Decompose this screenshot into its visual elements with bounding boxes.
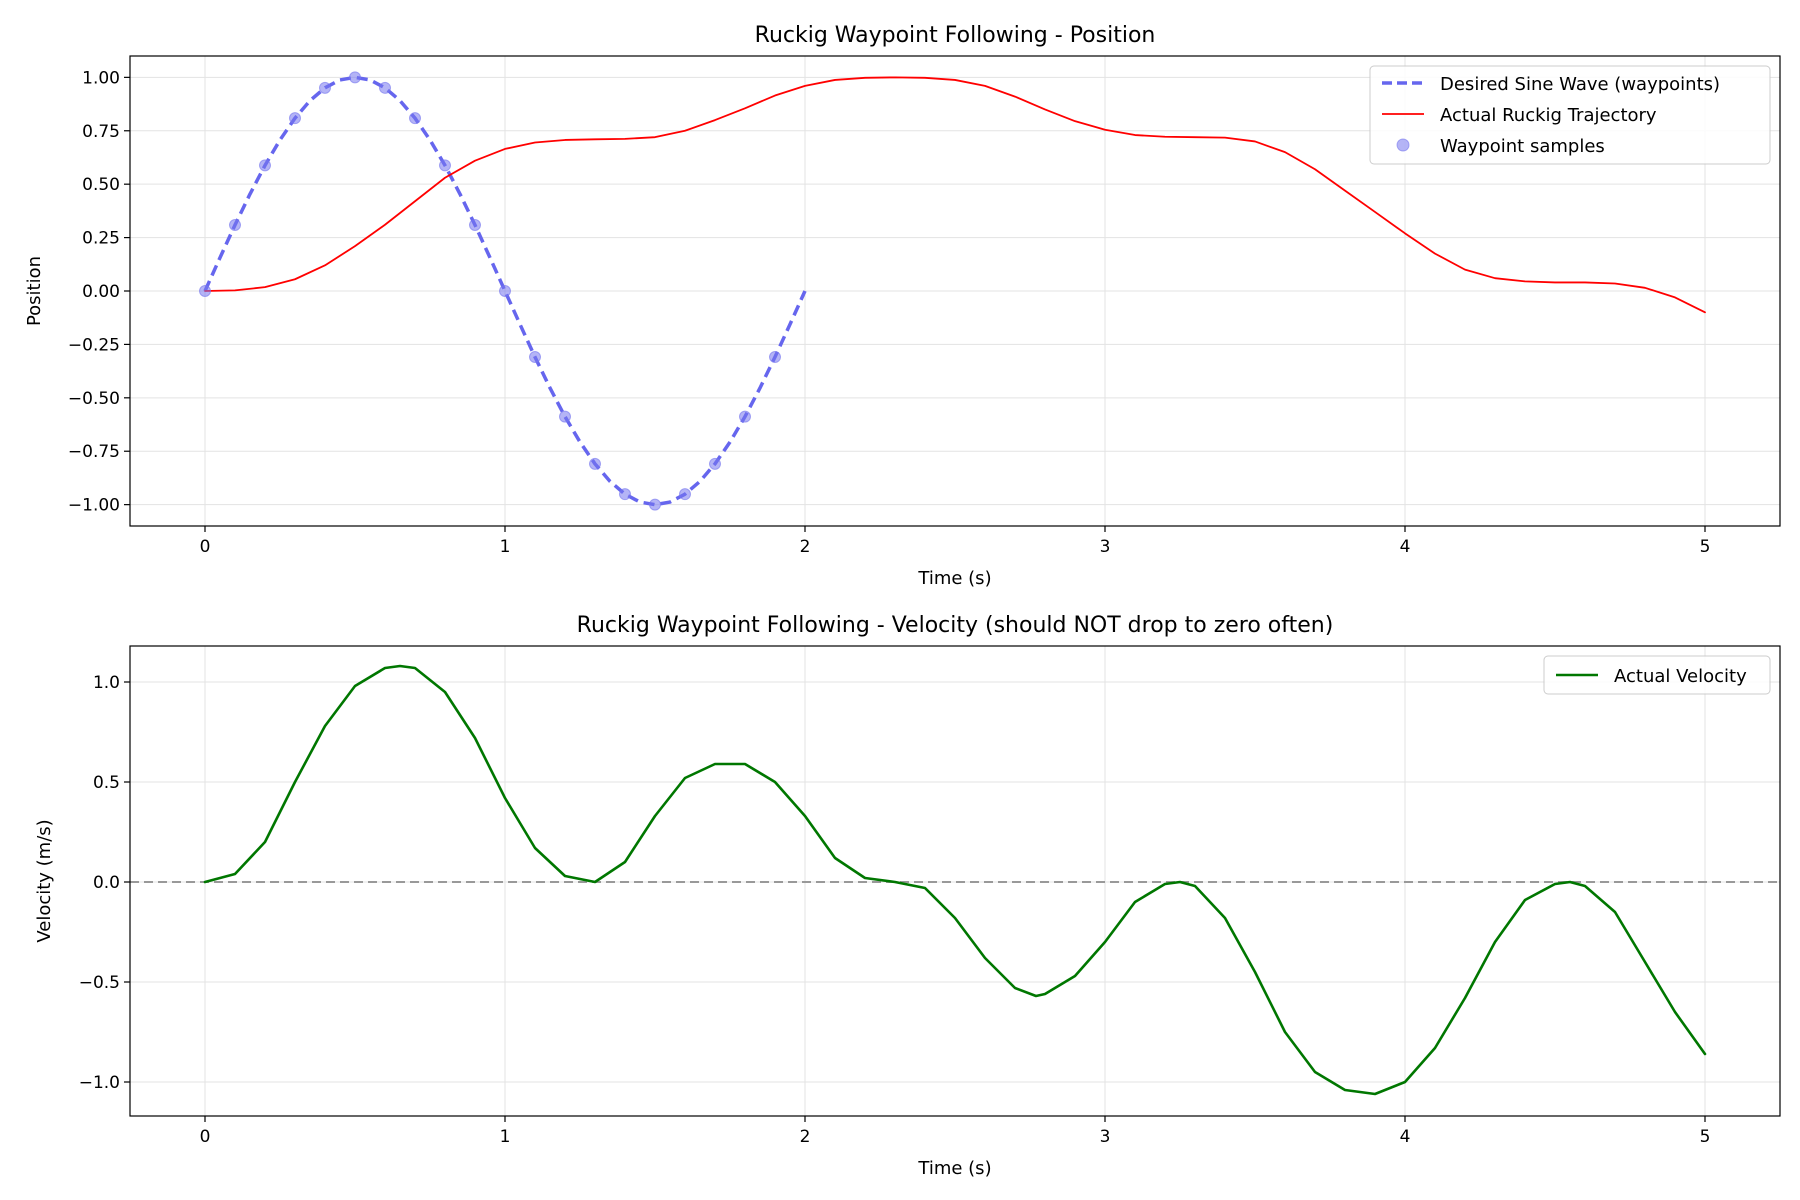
waypoint-samples-point [649, 498, 661, 511]
waypoint-samples-point [739, 410, 751, 423]
position-legend-box [1369, 65, 1771, 165]
position-y-tick-label: 0.75 [82, 122, 120, 142]
waypoint-samples-point [769, 351, 781, 364]
velocity-y-tick-label: 1.0 [93, 673, 120, 693]
velocity-y-tick-label: −0.5 [79, 973, 120, 993]
position-grid [130, 56, 1780, 526]
position-x-ticks: 0 1 2 3 4 5 [200, 526, 1711, 557]
velocity-y-tick-label: 0.5 [93, 773, 120, 793]
velocity-x-tick-label: 0 [200, 1127, 211, 1147]
waypoint-samples-point [499, 285, 511, 297]
waypoint-samples-point [349, 71, 361, 84]
waypoint-samples-point [259, 159, 271, 172]
velocity-legend: Actual Velocity [1543, 655, 1771, 695]
velocity-y-tick-label: 0.0 [93, 873, 120, 893]
waypoint-samples-point [319, 81, 331, 94]
velocity-x-axis-label: Time (s) [917, 1158, 991, 1179]
waypoint-samples-point [439, 159, 451, 172]
velocity-axes-frame [129, 645, 1781, 1117]
position-x-tick-label: 0 [200, 537, 211, 557]
velocity-x-tick-label: 5 [1700, 1127, 1711, 1147]
position-x-tick-label: 1 [500, 537, 511, 557]
waypoint-samples-point [559, 410, 571, 423]
velocity-plot-area [130, 664, 1780, 1096]
position-x-tick-label: 3 [1100, 537, 1111, 557]
waypoint-samples-point [199, 285, 211, 297]
position-x-tick-label: 2 [800, 537, 811, 557]
desired-sine-wave-waypoints-line [203, 75, 807, 507]
velocity-panel: Ruckig Waypoint Following - Velocity (sh… [34, 613, 1781, 1179]
legend-actual-velocity-label: Actual Velocity [1614, 666, 1747, 687]
velocity-y-ticks: −1.0 −0.5 0.0 0.5 1.0 [79, 673, 130, 1093]
position-y-tick-label: −1.00 [68, 496, 120, 516]
waypoint-samples-point [529, 351, 541, 364]
position-legend: Desired Sine Wave (waypoints) Actual Ruc… [1369, 65, 1771, 165]
legend-waypoint-samples-swatch [1396, 138, 1410, 152]
velocity-legend-box [1543, 655, 1771, 695]
velocity-x-tick-label: 4 [1400, 1127, 1411, 1147]
position-y-tick-label: −0.75 [68, 442, 120, 462]
position-y-tick-label: 0.00 [82, 282, 120, 302]
actual-velocity-line [203, 664, 1707, 1096]
velocity-chart-title: Ruckig Waypoint Following - Velocity (sh… [577, 613, 1334, 638]
waypoint-samples-point [229, 218, 241, 231]
velocity-y-tick-label: −1.0 [79, 1073, 120, 1093]
position-x-tick-label: 4 [1400, 537, 1411, 557]
position-y-axis-label: Position [24, 256, 45, 326]
velocity-x-tick-label: 3 [1100, 1127, 1111, 1147]
position-x-axis-label: Time (s) [917, 568, 991, 589]
waypoint-samples-point [619, 488, 631, 501]
position-y-tick-label: 0.25 [82, 229, 120, 249]
position-y-tick-label: 1.00 [82, 68, 120, 88]
actual-ruckig-trajectory-line [204, 76, 1706, 314]
waypoint-samples-point [469, 218, 481, 231]
position-x-tick-label: 5 [1700, 537, 1711, 557]
position-y-tick-label: −0.25 [68, 335, 120, 355]
waypoint-samples-point [379, 81, 391, 94]
waypoint-samples-point [589, 457, 601, 470]
waypoint-samples-point [709, 457, 721, 470]
legend-waypoint-samples-label: Waypoint samples [1440, 136, 1605, 157]
position-y-tick-label: 0.50 [82, 175, 120, 195]
velocity-x-ticks: 0 1 2 3 4 5 [200, 1116, 1711, 1147]
position-chart-title: Ruckig Waypoint Following - Position [755, 23, 1156, 48]
position-y-tick-label: −0.50 [68, 389, 120, 409]
legend-actual-trajectory-label: Actual Ruckig Trajectory [1440, 105, 1657, 126]
velocity-x-tick-label: 1 [500, 1127, 511, 1147]
waypoint-samples-point [409, 112, 421, 125]
position-plot-area [199, 71, 1706, 511]
position-y-ticks: −1.00 −0.75 −0.50 −0.25 0.00 0.25 0.50 0.75 1.00 [68, 68, 130, 516]
waypoint-samples-point [289, 112, 301, 125]
velocity-x-tick-label: 2 [800, 1127, 811, 1147]
legend-desired-sine-label: Desired Sine Wave (waypoints) [1440, 74, 1720, 95]
position-panel: Ruckig Waypoint Following - Position 0 1 2… [24, 23, 1781, 589]
velocity-y-axis-label: Velocity (m/s) [34, 819, 55, 942]
waypoint-samples-point [679, 488, 691, 501]
